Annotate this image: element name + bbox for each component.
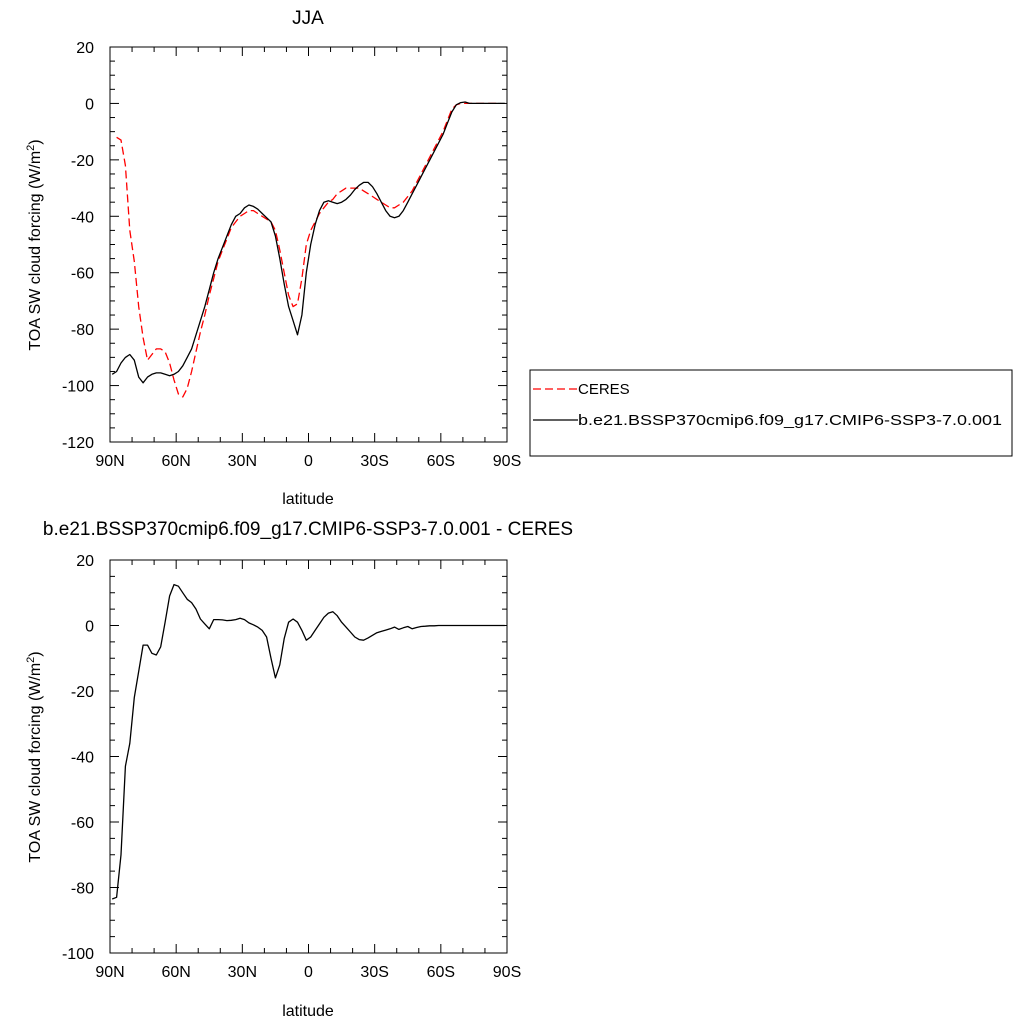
top-x-tick-label: 60N — [161, 453, 190, 470]
bottom-y-tick-label: -40 — [71, 750, 94, 767]
top-y-tick-label: 20 — [76, 40, 94, 57]
bottom-y-tick-label: -20 — [71, 684, 94, 701]
legend-model-label: b.e21.BSSP370cmip6.f09_g17.CMIP6-SSP3-7.… — [578, 412, 1002, 429]
bottom-series-line-model — [111, 583, 505, 900]
bottom-x-tick-label: 60S — [427, 964, 455, 981]
bottom-panel-title: b.e21.BSSP370cmip6.f09_g17.CMIP6-SSP3-7.… — [43, 519, 573, 540]
top-x-tick-label: 90S — [493, 453, 521, 470]
legend: CERES b.e21.BSSP370cmip6.f09_g17.CMIP6-S… — [529, 369, 1013, 457]
top-x-tick-label: 60S — [427, 453, 455, 470]
legend-ceres-label: CERES — [578, 381, 630, 398]
top-panel-title: JJA — [292, 8, 324, 29]
top-plot-frame — [109, 46, 508, 443]
bottom-y-tick-label: -100 — [62, 946, 94, 963]
bottom-y-axis-label: TOA SW cloud forcing (W/m2) — [25, 651, 44, 862]
top-y-axis-label: TOA SW cloud forcing (W/m2) — [25, 139, 44, 350]
bottom-series-group — [111, 583, 505, 900]
top-series-line-ceres — [116, 102, 501, 398]
bottom-y-tick-label: -60 — [71, 815, 94, 832]
top-x-tick-label: 30S — [360, 453, 388, 470]
bottom-plot-frame — [109, 559, 508, 954]
bottom-panel: b.e21.BSSP370cmip6.f09_g17.CMIP6-SSP3-7.… — [25, 519, 573, 1020]
top-x-axis-label: latitude — [282, 491, 334, 508]
top-y-tick-label: 0 — [85, 96, 94, 113]
bottom-axis-ticks — [109, 559, 508, 954]
bottom-x-axis-label: latitude — [282, 1003, 334, 1020]
top-tick-labels: 90N 60N 30N 0 30S 60S 90S 20 0 -20 -40 -60 -80 -100 -1… — [62, 40, 521, 470]
top-series-group — [111, 101, 505, 398]
bottom-y-tick-label: 0 — [85, 619, 94, 636]
bottom-x-tick-label: 60N — [161, 964, 190, 981]
bottom-x-tick-label: 30N — [228, 964, 257, 981]
top-y-tick-label: -40 — [71, 209, 94, 226]
top-x-tick-label: 90N — [95, 453, 124, 470]
top-y-tick-label: -60 — [71, 266, 94, 283]
legend-frame — [529, 369, 1013, 457]
top-y-tick-label: -100 — [62, 379, 94, 396]
bottom-y-tick-label: 20 — [76, 553, 94, 570]
top-y-tick-label: -80 — [71, 322, 94, 339]
bottom-x-tick-label: 30S — [360, 964, 388, 981]
bottom-x-tick-label: 0 — [304, 964, 313, 981]
bottom-tick-labels: 90N 60N 30N 0 30S 60S 90S 20 0 -20 -40 -60 -80 -100 — [62, 553, 521, 981]
bottom-x-tick-label: 90N — [95, 964, 124, 981]
bottom-x-tick-label: 90S — [493, 964, 521, 981]
top-series-line-model — [111, 101, 505, 384]
top-y-tick-label: -120 — [62, 435, 94, 452]
top-x-tick-label: 30N — [228, 453, 257, 470]
top-y-tick-label: -20 — [71, 153, 94, 170]
top-axis-ticks — [109, 46, 508, 443]
bottom-y-tick-label: -80 — [71, 881, 94, 898]
top-panel: JJA 90N 60N 30N 0 30S 60S 90S 20 0 -20 -40 -60 -80 -1… — [25, 8, 521, 508]
top-x-tick-label: 0 — [304, 453, 313, 470]
